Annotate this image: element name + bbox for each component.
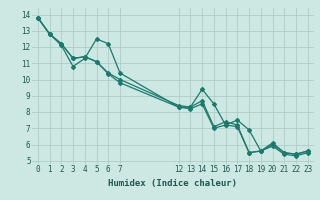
X-axis label: Humidex (Indice chaleur): Humidex (Indice chaleur) — [108, 179, 237, 188]
